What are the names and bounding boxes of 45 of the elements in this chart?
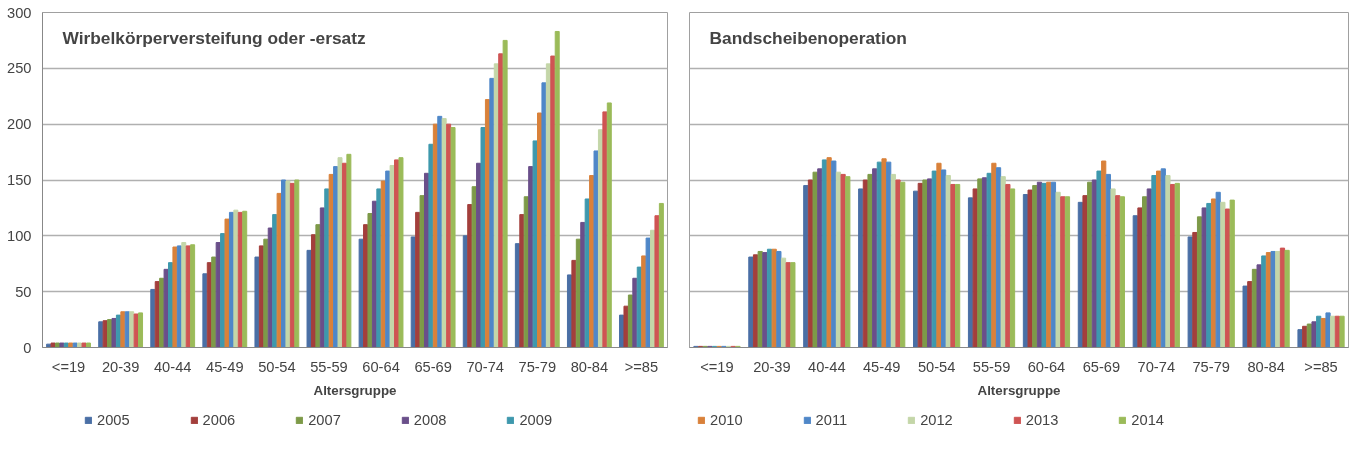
x-tick-label: 60-64 — [362, 358, 400, 375]
x-tick-label: 55-59 — [310, 358, 348, 375]
y-tick-label: 150 — [7, 172, 32, 188]
y-tick-label: 200 — [7, 116, 32, 133]
x-tick-label: 75-79 — [518, 358, 557, 375]
x-tick-label: 40-44 — [153, 358, 192, 375]
x-tick-label: 50-54 — [917, 358, 956, 375]
legend-label: 2013 — [1025, 412, 1059, 428]
x-tick-label: 45-49 — [862, 358, 901, 375]
text: Wirbelkörperversteifung oder -ersatz — [62, 27, 366, 48]
x-tick-label: 80-84 — [570, 358, 609, 375]
y-tick-label: 250 — [7, 60, 32, 77]
y-tick-label: 50 — [15, 283, 32, 300]
x-tick-label: >=85 — [1304, 358, 1338, 375]
x-tick-label: 50-54 — [258, 358, 296, 375]
legend-label: 2014 — [1131, 412, 1164, 428]
x-tick-label: 70-74 — [466, 358, 504, 375]
x-tick-label: 40-44 — [808, 358, 846, 375]
x-tick-label: 20-39 — [753, 358, 791, 375]
legend-label: 2005 — [97, 412, 130, 428]
x-tick-label: 55-59 — [972, 358, 1011, 375]
legend-label: 2006 — [202, 412, 236, 428]
x-tick-label: 20-39 — [101, 358, 140, 375]
x-axis-title: Altersgruppe — [977, 382, 1061, 398]
y-tick-label: 0 — [23, 339, 32, 356]
x-tick-label: 75-79 — [1192, 358, 1230, 375]
x-tick-label: <=19 — [700, 358, 734, 375]
x-tick-label: 60-64 — [1027, 358, 1066, 375]
legend-label: 2008 — [413, 412, 447, 428]
x-tick-label: <=19 — [51, 358, 86, 375]
legend-label: 2010 — [710, 412, 743, 428]
x-tick-label: >=85 — [624, 358, 659, 375]
x-axis-title: Altersgruppe — [313, 382, 397, 398]
legend-label: 2007 — [308, 412, 341, 428]
text: Bandscheibenoperation — [709, 27, 907, 48]
legend-label: 2009 — [519, 412, 553, 428]
x-tick-label: 45-49 — [206, 358, 244, 375]
y-tick-label: 100 — [7, 227, 32, 244]
x-tick-label: 70-74 — [1137, 358, 1176, 375]
legend-label: 2011 — [815, 412, 848, 428]
legend-label: 2012 — [920, 412, 953, 428]
x-tick-label: 80-84 — [1247, 358, 1285, 375]
x-tick-label: 65-69 — [1082, 358, 1121, 375]
x-tick-label: 65-69 — [414, 358, 452, 375]
y-tick-label: 300 — [7, 4, 32, 21]
